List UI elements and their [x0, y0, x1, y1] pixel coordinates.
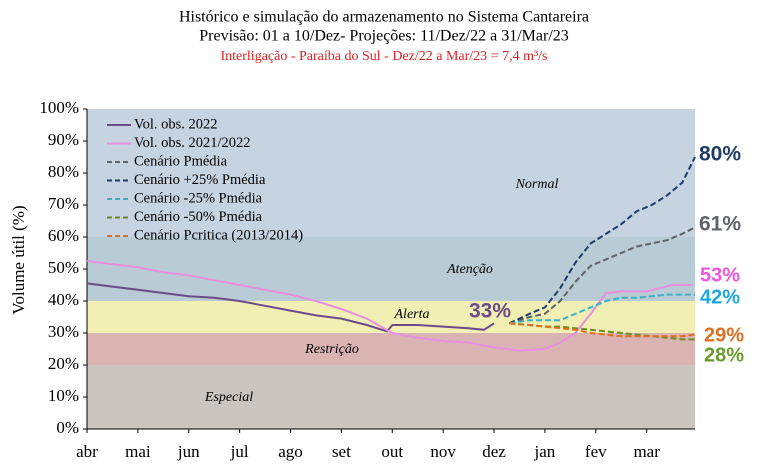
- legend-label: Cenário Pcritica (2013/2014): [134, 227, 303, 243]
- annotation: 53%: [700, 264, 740, 286]
- x-tick-label: set: [332, 442, 351, 461]
- x-tick-label: mai: [125, 442, 151, 461]
- chart-title: Histórico e simulação do armazenamento n…: [179, 9, 589, 26]
- legend-label: Cenário Pmédia: [134, 153, 228, 169]
- annotation: 28%: [704, 344, 744, 366]
- series-line: [86, 282, 495, 333]
- y-tick-label: 80%: [48, 162, 79, 181]
- y-tick-label: 90%: [48, 130, 79, 149]
- x-tick-label: abr: [76, 442, 98, 461]
- x-tick-label: jan: [534, 442, 556, 461]
- annotation: 33%: [469, 300, 511, 323]
- series-line: [509, 293, 695, 325]
- legend-label: Cenário -50% Pmédia: [134, 209, 263, 225]
- band-label: Normal: [515, 177, 559, 192]
- y-tick-label: 70%: [48, 194, 79, 213]
- band: [87, 333, 695, 365]
- chart-note: Interligação - Paraíba do Sul - Dez/22 a…: [220, 49, 547, 64]
- x-tick-label: ago: [278, 442, 303, 461]
- band: [87, 109, 695, 237]
- y-tick-label: 0%: [56, 418, 79, 437]
- band: [87, 237, 695, 301]
- series-line: [86, 260, 693, 352]
- legend-label: Vol. obs. 2022: [134, 116, 218, 132]
- band-label: Especial: [204, 390, 253, 405]
- band-label: Alerta: [394, 307, 430, 322]
- series-line: [508, 226, 696, 325]
- x-tick-label: dez: [482, 442, 506, 461]
- y-tick-label: 40%: [48, 290, 79, 309]
- series-line: [509, 322, 696, 338]
- x-tick-label: out: [381, 442, 403, 461]
- y-axis-label: Volume útil (%): [9, 205, 28, 314]
- y-tick-label: 30%: [48, 322, 79, 341]
- annotation: 80%: [699, 143, 741, 166]
- x-tick-label: jun: [177, 442, 200, 461]
- annotation: 29%: [704, 324, 744, 346]
- series-line: [508, 156, 696, 325]
- x-tick-label: nov: [430, 442, 456, 461]
- band-label: Restrição: [304, 342, 359, 357]
- legend-label: Vol. obs. 2021/2022: [134, 135, 251, 151]
- chart-subtitle: Previsão: 01 a 10/Dez- Projeções: 11/Dez…: [199, 28, 569, 45]
- series-line: [509, 322, 695, 341]
- y-tick-label: 60%: [48, 226, 79, 245]
- x-tick-label: mar: [633, 442, 660, 461]
- x-tick-label: jul: [230, 442, 249, 461]
- band: [87, 365, 695, 429]
- y-tick-label: 10%: [48, 386, 79, 405]
- legend-label: Cenário +25% Pmédia: [134, 172, 266, 188]
- y-tick-label: 50%: [48, 258, 79, 277]
- band-label: Atenção: [446, 262, 493, 277]
- y-tick-label: 20%: [48, 354, 79, 373]
- x-tick-label: fev: [585, 442, 607, 461]
- y-tick-label: 100%: [39, 98, 79, 117]
- annotation: 61%: [699, 213, 741, 236]
- annotation: 42%: [700, 286, 740, 308]
- legend-label: Cenário -25% Pmédia: [134, 190, 263, 206]
